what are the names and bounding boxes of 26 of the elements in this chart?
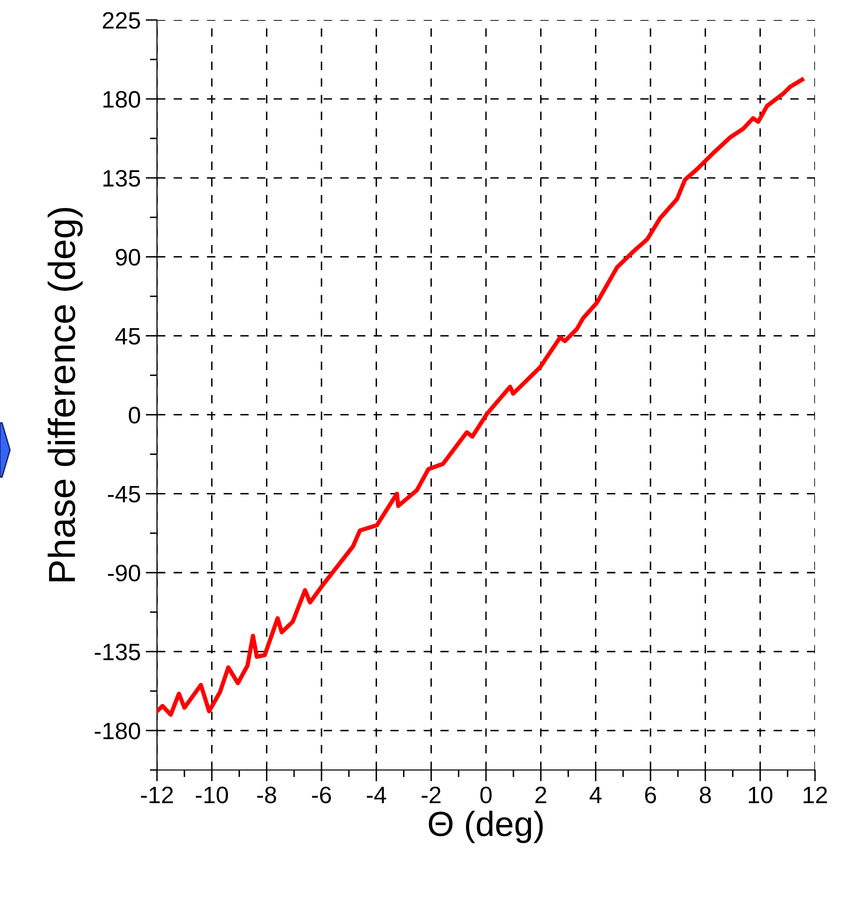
y-tick-label: -90 <box>108 564 140 582</box>
x-tick-label: -4 <box>366 786 386 804</box>
y-tick-label: 0 <box>128 406 140 424</box>
x-tick-label: 12 <box>804 786 827 804</box>
x-tick-label: -2 <box>422 786 440 804</box>
y-tick-label: 135 <box>103 170 140 187</box>
x-tick-label: 0 <box>480 786 492 804</box>
x-tick-label: 10 <box>748 786 772 804</box>
x-axis-title: Θ (deg) <box>428 810 543 844</box>
y-tick-label: -45 <box>108 486 140 502</box>
x-tick-label: -6 <box>312 786 331 804</box>
y-axis-title: Phase difference (deg) <box>48 208 83 582</box>
y-tick-label: 180 <box>103 91 140 108</box>
x-tick-label: -12 <box>140 786 173 804</box>
x-tick-label: 6 <box>645 786 656 804</box>
y-tick-label: 90 <box>116 248 140 266</box>
y-tick-label: 225 <box>102 12 140 29</box>
y-tick-label: -180 <box>94 722 140 740</box>
x-tick-label: -10 <box>196 786 228 804</box>
x-tick-label: 2 <box>535 786 546 804</box>
y-tick-label: 45 <box>115 328 140 345</box>
line-series <box>157 78 804 717</box>
x-tick-label: 8 <box>700 786 711 804</box>
y-tick-label: -135 <box>94 644 140 660</box>
x-tick-label: 4 <box>590 786 602 804</box>
x-tick-label: -8 <box>257 786 276 804</box>
